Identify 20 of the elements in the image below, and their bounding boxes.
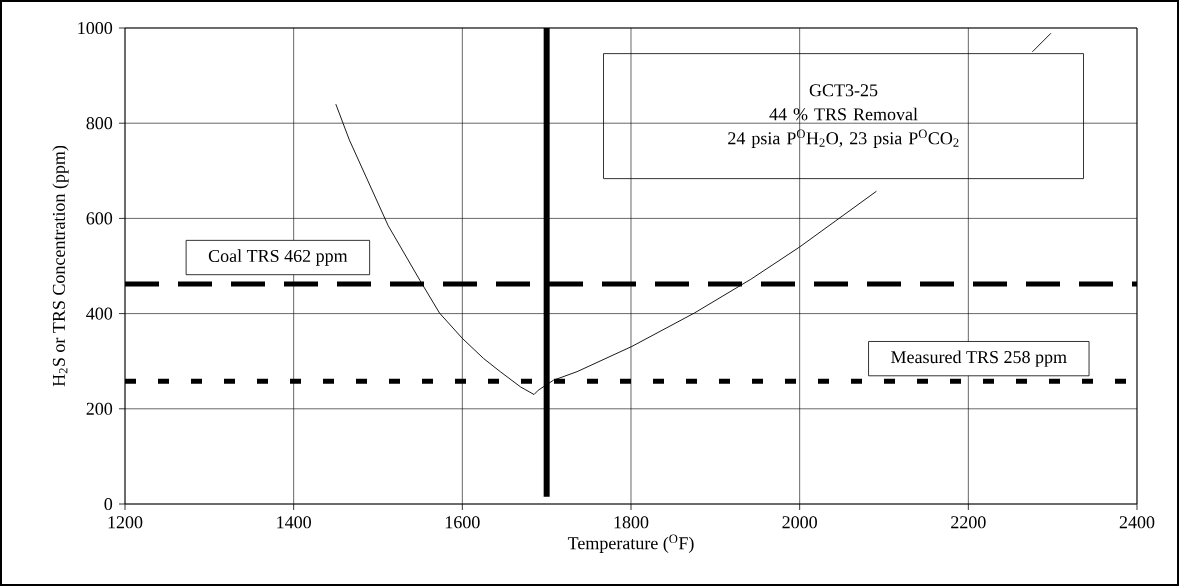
annotation: 24 psia P$^{O}$H$_{2}$O, 23 psia P$^{O}$CO$_{2}$	[728, 129, 959, 148]
x-tick-label: 2200	[951, 516, 986, 529]
x-tick-label: 1200	[108, 516, 143, 529]
y-tick-label: 400	[86, 307, 113, 320]
x-tick-label: 1800	[614, 516, 649, 529]
y-tick-label: 800	[86, 117, 113, 130]
ref-line-label: Measured TRS 258 ppm	[891, 350, 1067, 367]
x-axis-title: Temperature ($^{O}$F)	[567, 534, 694, 553]
ref-line-label: Coal TRS 462 ppm	[208, 249, 348, 266]
x-tick-label: 2000	[782, 516, 817, 529]
x-tick-label: 1600	[445, 516, 480, 529]
y-tick-label: 1000	[78, 21, 113, 35]
x-tick-label: 2400	[1119, 516, 1155, 529]
annotation: 44 % TRS Removal	[769, 107, 918, 121]
y-tick-label: 600	[86, 212, 113, 225]
y-axis-title: H$_{2}$S or TRS Concentration (ppm)	[52, 145, 69, 387]
y-tick-label: 200	[86, 402, 113, 415]
x-tick-label: 1400	[277, 516, 311, 529]
y-tick-label: 0	[104, 497, 113, 511]
annotation: GCT3-25	[809, 84, 878, 97]
